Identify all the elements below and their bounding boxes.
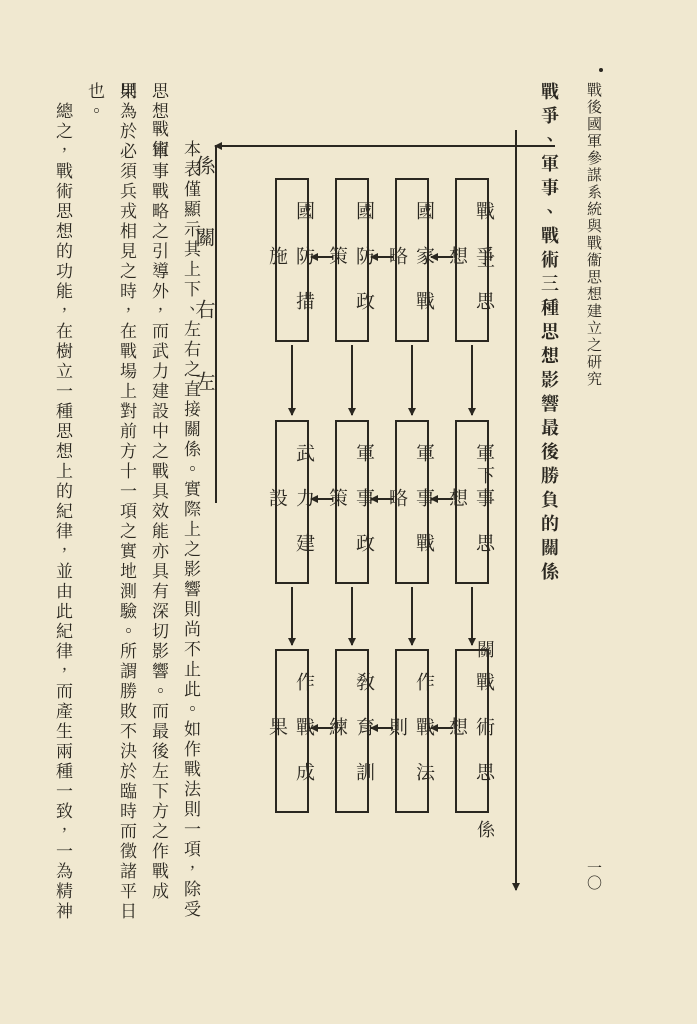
page: 戰後國軍參謀系統與戰衞思想建立之研究 一〇 戰爭、軍事、戰術三種思想影響最後勝負… <box>0 0 697 1024</box>
arrow-down <box>351 345 353 415</box>
arrow-left <box>431 256 453 258</box>
diagram-node: 國防措施 <box>275 178 309 342</box>
axis-vertical-line <box>515 130 517 890</box>
arrow-left <box>431 498 453 500</box>
diagram-node: 國防政策 <box>335 178 369 342</box>
axis-label: 係 <box>473 820 499 838</box>
arrow-left <box>371 727 393 729</box>
page-number: 一〇 <box>584 860 605 890</box>
header-dot <box>599 68 603 72</box>
arrow-left <box>311 727 333 729</box>
body-paragraph: 總之，戰術思想的功能，在樹立一種思想上的紀律，並由此紀律，而產生兩種一致，一為精… <box>48 82 80 930</box>
side-rule-horizontal <box>215 145 555 147</box>
arrow-left <box>311 498 333 500</box>
arrow-down <box>351 587 353 645</box>
diagram-node: 作戰成果 <box>275 649 309 813</box>
arrow-down <box>411 587 413 645</box>
diagram-node: 作戰法則 <box>395 649 429 813</box>
diagram-node: 軍事戰略 <box>395 420 429 584</box>
diagram-node: 敎育訓練 <box>335 649 369 813</box>
header-text: 戰後國軍參謀系統與戰衞思想建立之研究 <box>584 82 605 388</box>
diagram-node: 戰術思想 <box>455 649 489 813</box>
diagram-node: 軍事政策 <box>335 420 369 584</box>
arrow-down <box>291 587 293 645</box>
diagram-node: 武力建設 <box>275 420 309 584</box>
arrow-left <box>371 498 393 500</box>
arrow-left <box>371 256 393 258</box>
arrow-left <box>311 256 333 258</box>
diagram-node: 戰爭思想 <box>455 178 489 342</box>
arrow-down <box>291 345 293 415</box>
arrow-down <box>471 345 473 415</box>
arrow-left <box>431 727 453 729</box>
diagram-node: 國家戰略 <box>395 178 429 342</box>
side-rule-vertical <box>215 147 217 503</box>
section-heading: 戰爭、軍事、戰術三種思想影響最後勝負的關係 <box>537 82 563 586</box>
arrow-down <box>471 587 473 645</box>
arrow-down <box>411 345 413 415</box>
diagram-node: 軍事思想 <box>455 420 489 584</box>
body-paragraph: 則為於必須兵戎相見之時，在戰場上對前方十一項之實地測驗。所謂勝敗不決於臨時而徵諸… <box>80 82 144 930</box>
